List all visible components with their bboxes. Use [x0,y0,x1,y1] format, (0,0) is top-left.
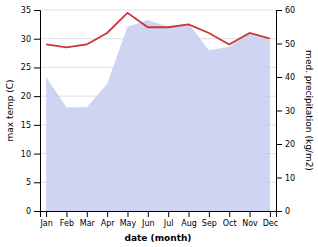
y2-axis-title: med. precipitation (kg/m2) [304,50,314,171]
tick-label: 35 [21,6,31,15]
tick: Jul [163,211,174,228]
x-axis: Jan Feb Mar Apr May Jun Jul Aug Sep Oct Nov Dec [39,211,278,228]
tick-label: 25 [21,63,31,72]
axis-line [34,11,41,212]
tick: 20 [21,92,40,101]
tick: May [120,211,137,228]
tick: Oct [223,211,237,228]
tick-label: May [120,219,137,228]
tick: 60 [276,6,295,15]
tick-mark [189,211,190,217]
tick-label: Jul [163,219,174,228]
tick-label: Jun [141,219,155,228]
tick: Jun [141,211,155,228]
grid-line [40,10,276,11]
tick-mark [34,10,40,11]
tick-label: 15 [21,121,31,130]
tick-mark [66,211,67,217]
tick: 0 [26,207,40,216]
tick: Nov [242,211,258,228]
x-axis-title: date (month) [125,233,192,243]
tick-mark [276,44,282,45]
chart: Jan Feb Mar Apr May Jun Jul Aug Sep Oct Nov Dec 0 5 10… [0,0,318,247]
tick: 30 [276,107,295,116]
tick: Dec [263,211,278,228]
tick-mark [168,211,169,217]
tick: 10 [21,150,40,159]
tick-label: Nov [242,219,258,228]
tick-label: 30 [21,35,31,44]
y-axis-title: max temp (C) [5,79,15,141]
axis-line [41,212,277,218]
marks [46,13,270,211]
tick-label: 10 [21,150,31,159]
tick-mark [209,211,210,217]
tick-mark [34,39,40,40]
grid [40,10,276,211]
tick-mark [276,111,282,112]
tick-label: Sep [202,219,217,228]
tick-mark [107,211,108,217]
tick-mark [276,211,282,212]
tick-label: Apr [101,219,116,228]
axis-line [277,11,283,212]
tick-mark [34,154,40,155]
tick-mark [276,178,282,179]
tick-label: 30 [285,107,295,116]
tick-mark [34,182,40,183]
tick: 25 [21,63,40,72]
tick: 50 [276,40,295,49]
tick-mark [34,211,40,212]
tick-label: 0 [285,207,290,216]
tick: 5 [26,178,40,187]
y2-axis: 0 10 20 30 40 50 60 [276,6,295,216]
tick-label: 20 [285,140,295,149]
tick-label: Aug [181,219,197,228]
tick-mark [46,211,47,217]
tick: 35 [21,6,40,15]
tick: 0 [276,207,290,216]
tick-mark [34,96,40,97]
tick: Mar [80,211,96,228]
plot: Jan Feb Mar Apr May Jun Jul Aug Sep Oct Nov Dec 0 5 10… [5,6,314,243]
line [46,13,270,47]
tick: 15 [21,121,40,130]
tick-mark [34,125,40,126]
tick: Aug [181,211,197,228]
tick-mark [250,211,251,217]
tick-label: 40 [285,73,295,82]
tick-mark [276,10,282,11]
y-axis: 0 5 10 15 20 25 30 35 [21,6,41,216]
tick: Feb [60,211,74,228]
tick-mark [276,144,282,145]
tick-mark [34,67,40,68]
tick-mark [229,211,230,217]
tick: Sep [202,211,217,228]
area [46,20,270,211]
tick: Jan [39,211,52,228]
tick-mark [148,211,149,217]
tick: 20 [276,140,295,149]
tick: 10 [276,174,295,183]
tick-label: Dec [263,219,278,228]
tick-label: 50 [285,40,295,49]
tick-label: Mar [80,219,96,228]
tick-label: 5 [26,178,31,187]
tick: 40 [276,73,295,82]
tick-label: 60 [285,6,295,15]
tick: 30 [21,35,40,44]
tick-label: Feb [60,219,74,228]
tick-mark [127,211,128,217]
tick-label: 10 [285,174,295,183]
tick-mark [276,77,282,78]
tick-mark [270,211,271,217]
tick: Apr [101,211,116,228]
tick-mark [87,211,88,217]
tick-label: Oct [223,219,237,228]
tick-label: 20 [21,92,31,101]
tick-label: 0 [26,207,31,216]
tick-label: Jan [39,219,52,228]
